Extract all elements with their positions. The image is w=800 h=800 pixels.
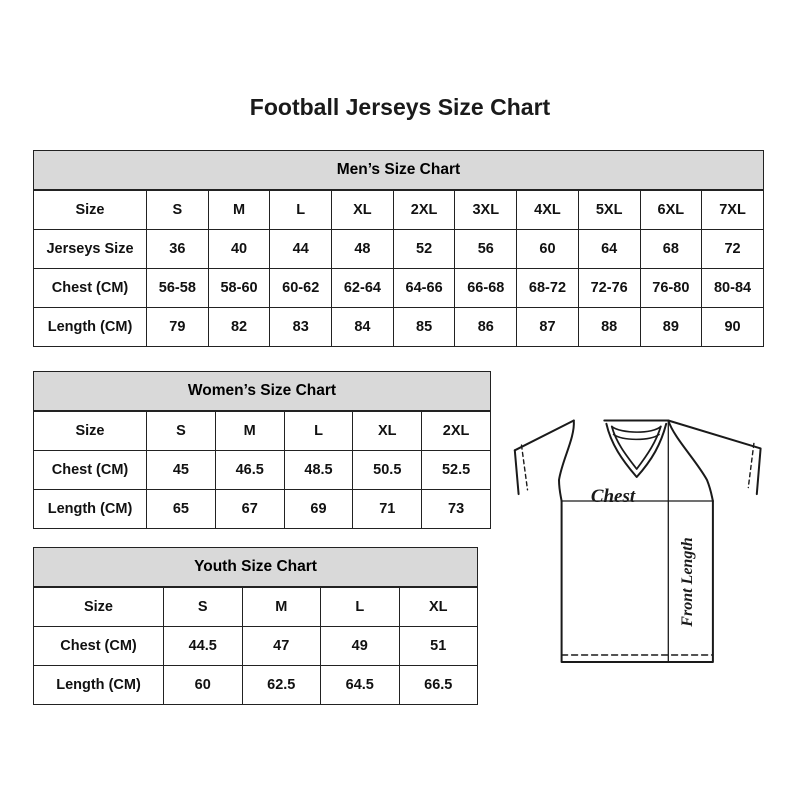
svg-text:Chest: Chest	[591, 486, 636, 507]
svg-text:Front Length: Front Length	[679, 537, 696, 627]
